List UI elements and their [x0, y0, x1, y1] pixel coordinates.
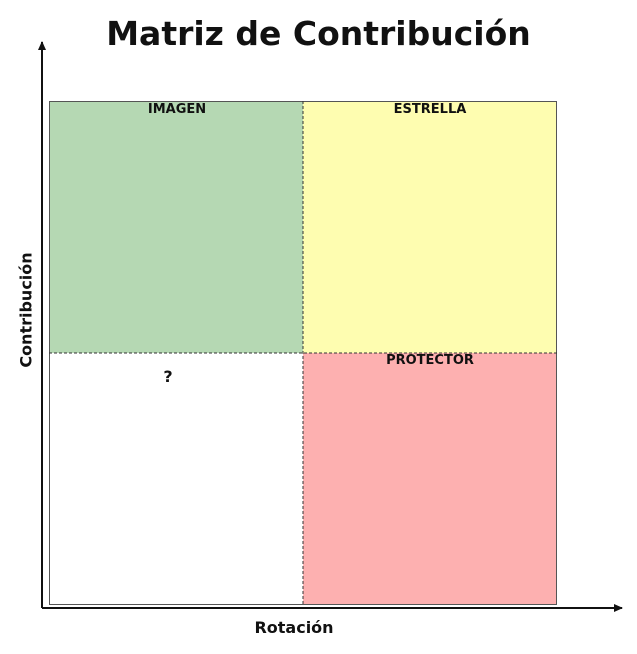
- y-axis-label: Contribución: [16, 252, 36, 368]
- quadrant-imagen: [49, 101, 303, 353]
- quadrant-label-question: ?: [163, 367, 173, 386]
- quadrant-label-protector: PROTECTOR: [386, 353, 474, 368]
- diagram-title: Matriz de Contribución: [106, 14, 531, 53]
- quadrant-estrella: [303, 101, 557, 353]
- quadrant-label-imagen: IMAGEN: [147, 102, 207, 117]
- quadrant-protector: [303, 353, 557, 605]
- quadrant-question: [49, 353, 303, 605]
- x-axis-label: Rotación: [254, 618, 334, 637]
- quadrant-label-estrella: ESTRELLA: [393, 102, 467, 117]
